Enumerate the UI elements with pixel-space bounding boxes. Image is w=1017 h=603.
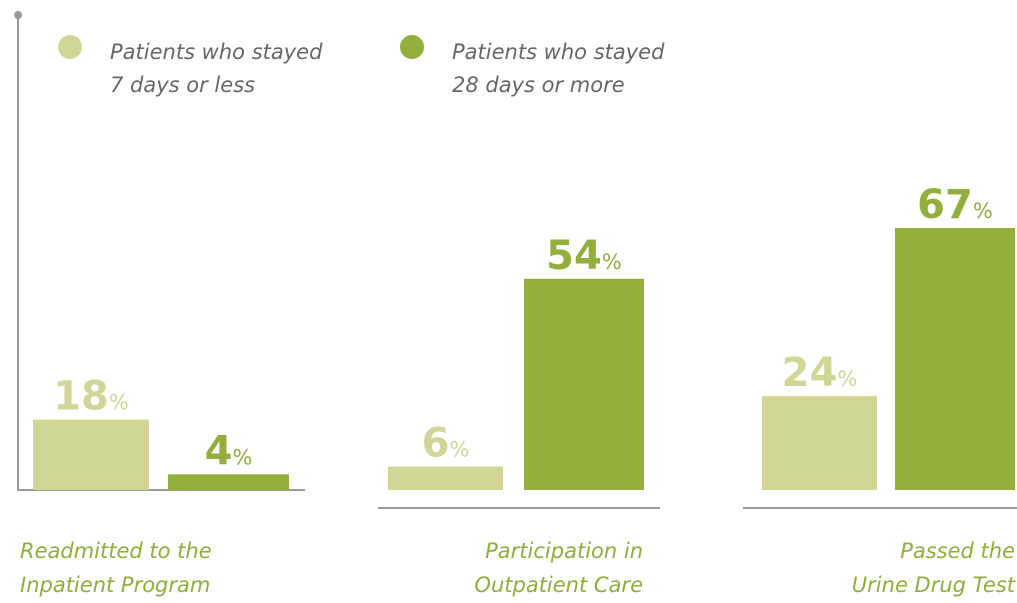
- category-label: Passed the Urine Drug Test: [852, 539, 1016, 597]
- value-unit: %: [449, 438, 469, 462]
- value-unit: %: [837, 367, 857, 391]
- category-label: Participation in Outpatient Care: [474, 539, 643, 597]
- text-line: Passed the: [900, 539, 1015, 563]
- value-number: 54: [546, 233, 602, 279]
- bar: [524, 278, 644, 490]
- bar: [168, 474, 289, 490]
- legend-swatch: [58, 35, 82, 59]
- value-number: 4: [205, 428, 233, 474]
- axis-dot: [14, 11, 22, 19]
- text-line: Urine Drug Test: [852, 573, 1016, 597]
- value-unit: %: [232, 445, 252, 469]
- value-unit: %: [109, 391, 129, 415]
- value-number: 6: [422, 421, 450, 467]
- value-label: 67%: [917, 182, 993, 228]
- text-line: 28 days or more: [452, 73, 625, 97]
- value-number: 18: [53, 374, 109, 420]
- text-line: Outpatient Care: [474, 573, 643, 597]
- value-number: 67: [917, 182, 973, 228]
- text-line: Inpatient Program: [20, 573, 210, 597]
- text-line: Readmitted to the: [20, 539, 212, 563]
- value-label: 54%: [546, 233, 622, 279]
- value-label: 18%: [53, 374, 129, 420]
- bar: [388, 466, 503, 490]
- value-label: 4%: [205, 428, 253, 474]
- bar: [762, 396, 877, 490]
- category-label: Readmitted to the Inpatient Program: [20, 539, 212, 597]
- bar: [895, 228, 1015, 490]
- value-label: 6%: [422, 421, 470, 467]
- legend-label: Patients who stayed 7 days or less: [110, 40, 323, 97]
- text-line: Patients who stayed: [452, 40, 665, 64]
- text-line: Patients who stayed: [110, 40, 323, 64]
- value-label: 24%: [782, 350, 858, 396]
- bar: [33, 419, 149, 490]
- text-line: 7 days or less: [110, 73, 255, 97]
- value-unit: %: [973, 199, 993, 223]
- text-line: Participation in: [485, 539, 643, 563]
- value-number: 24: [782, 350, 838, 396]
- legend-swatch: [400, 35, 424, 59]
- value-unit: %: [602, 250, 622, 274]
- legend-label: Patients who stayed 28 days or more: [452, 40, 665, 97]
